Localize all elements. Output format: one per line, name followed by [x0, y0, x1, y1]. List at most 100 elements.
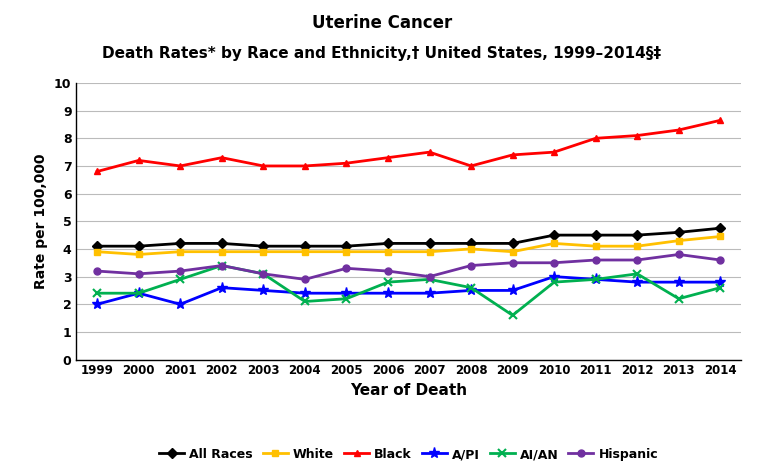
- A/PI: [591, 277, 601, 282]
- Line: Black: Black: [94, 117, 724, 175]
- Hispanic: [300, 277, 309, 282]
- Line: All Races: All Races: [94, 225, 724, 250]
- All Races: [716, 225, 725, 231]
- A/PI: [425, 290, 434, 296]
- A/PI: [217, 285, 226, 290]
- Line: AI/AN: AI/AN: [93, 261, 724, 319]
- White: [467, 246, 476, 252]
- X-axis label: Year of Death: Year of Death: [350, 383, 468, 398]
- All Races: [674, 230, 683, 235]
- White: [300, 249, 309, 254]
- Hispanic: [633, 257, 642, 263]
- AI/AN: [134, 290, 144, 296]
- All Races: [467, 241, 476, 246]
- Black: [591, 136, 601, 141]
- Hispanic: [92, 268, 102, 274]
- A/PI: [92, 301, 102, 307]
- Line: White: White: [94, 233, 724, 258]
- Black: [134, 158, 144, 163]
- Black: [425, 149, 434, 155]
- Hispanic: [549, 260, 558, 266]
- AI/AN: [176, 277, 185, 282]
- Hispanic: [217, 263, 226, 268]
- All Races: [259, 243, 268, 249]
- Black: [259, 163, 268, 169]
- Hispanic: [425, 274, 434, 279]
- Legend: All Races, White, Black, A/PI, AI/AN, Hispanic: All Races, White, Black, A/PI, AI/AN, Hi…: [154, 443, 663, 461]
- All Races: [384, 241, 393, 246]
- AI/AN: [259, 271, 268, 277]
- Line: A/PI: A/PI: [92, 271, 726, 310]
- White: [342, 249, 351, 254]
- White: [591, 243, 601, 249]
- A/PI: [633, 279, 642, 285]
- A/PI: [674, 279, 683, 285]
- AI/AN: [384, 279, 393, 285]
- AI/AN: [508, 313, 517, 318]
- All Races: [591, 232, 601, 238]
- Hispanic: [342, 266, 351, 271]
- Black: [508, 152, 517, 158]
- Hispanic: [259, 271, 268, 277]
- A/PI: [716, 279, 725, 285]
- Text: Death Rates* by Race and Ethnicity,† United States, 1999–2014§‡: Death Rates* by Race and Ethnicity,† Uni…: [102, 46, 662, 61]
- All Races: [549, 232, 558, 238]
- Black: [467, 163, 476, 169]
- Hispanic: [674, 252, 683, 257]
- Hispanic: [384, 268, 393, 274]
- A/PI: [300, 290, 309, 296]
- AI/AN: [549, 279, 558, 285]
- A/PI: [508, 288, 517, 293]
- AI/AN: [674, 296, 683, 301]
- AI/AN: [300, 299, 309, 304]
- Hispanic: [591, 257, 601, 263]
- White: [633, 243, 642, 249]
- A/PI: [259, 288, 268, 293]
- All Races: [92, 243, 102, 249]
- White: [425, 249, 434, 254]
- A/PI: [467, 288, 476, 293]
- AI/AN: [591, 277, 601, 282]
- Black: [217, 155, 226, 160]
- All Races: [176, 241, 185, 246]
- Black: [633, 133, 642, 138]
- White: [259, 249, 268, 254]
- Black: [176, 163, 185, 169]
- Hispanic: [467, 263, 476, 268]
- White: [384, 249, 393, 254]
- A/PI: [134, 290, 144, 296]
- AI/AN: [467, 285, 476, 290]
- AI/AN: [342, 296, 351, 301]
- Black: [384, 155, 393, 160]
- A/PI: [384, 290, 393, 296]
- Line: Hispanic: Hispanic: [94, 251, 724, 283]
- White: [508, 249, 517, 254]
- Black: [92, 169, 102, 174]
- AI/AN: [217, 263, 226, 268]
- AI/AN: [716, 285, 725, 290]
- White: [134, 252, 144, 257]
- All Races: [300, 243, 309, 249]
- A/PI: [342, 290, 351, 296]
- Hispanic: [716, 257, 725, 263]
- All Races: [342, 243, 351, 249]
- AI/AN: [633, 271, 642, 277]
- A/PI: [549, 274, 558, 279]
- All Races: [217, 241, 226, 246]
- Black: [716, 118, 725, 123]
- Black: [674, 127, 683, 133]
- A/PI: [176, 301, 185, 307]
- White: [674, 238, 683, 243]
- Black: [549, 149, 558, 155]
- Black: [300, 163, 309, 169]
- All Races: [425, 241, 434, 246]
- Hispanic: [176, 268, 185, 274]
- White: [92, 249, 102, 254]
- White: [716, 234, 725, 239]
- All Races: [633, 232, 642, 238]
- Hispanic: [134, 271, 144, 277]
- All Races: [508, 241, 517, 246]
- All Races: [134, 243, 144, 249]
- Black: [342, 160, 351, 166]
- AI/AN: [92, 290, 102, 296]
